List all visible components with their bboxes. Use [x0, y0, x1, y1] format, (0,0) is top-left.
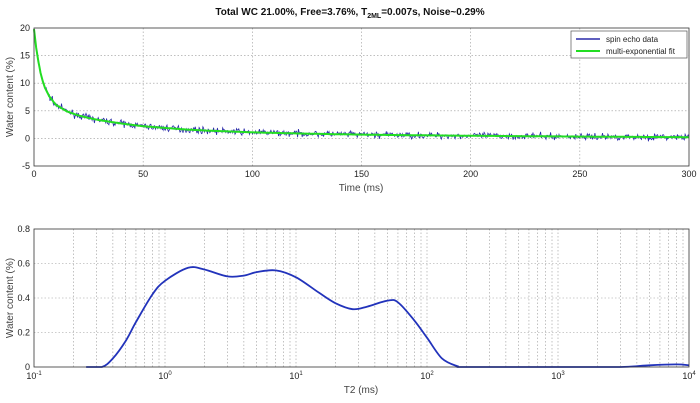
- y-tick-label: 5: [25, 106, 30, 116]
- y-tick-label: 0.8: [17, 224, 30, 234]
- x-tick-label: 103: [551, 371, 565, 381]
- chart-title: Total WC 21.00%, Free=3.76%, T2ML=0.007s…: [215, 7, 484, 20]
- y-tick-label: 0: [25, 133, 30, 143]
- x-tick-label: 0: [31, 169, 36, 179]
- y-tick-label: 0: [25, 362, 30, 372]
- x-tick-label: 100: [158, 371, 172, 381]
- y-tick-label: 20: [20, 23, 30, 33]
- x-tick-label: 250: [572, 169, 587, 179]
- legend-label-fit: multi-exponential fit: [606, 47, 676, 56]
- x-tick-label: 101: [289, 371, 303, 381]
- x-tick-label: 10-1: [26, 371, 42, 381]
- x-tick-label: 50: [138, 169, 148, 179]
- x-tick-label: 300: [681, 169, 696, 179]
- y-tick-label: 10: [20, 78, 30, 88]
- y-tick-label: 0.6: [17, 259, 30, 269]
- plot-frame: [33, 27, 690, 167]
- y-tick-label: 0.4: [17, 293, 30, 303]
- top-xlabel: Time (ms): [339, 183, 384, 194]
- x-tick-label: 150: [354, 169, 369, 179]
- y-tick-label: 0.2: [17, 328, 30, 338]
- bottom-ylabel: Water content (%): [5, 258, 16, 338]
- legend-label-data: spin echo data: [606, 35, 659, 44]
- bottom-xlabel: T2 (ms): [344, 385, 378, 396]
- y-tick-label: -5: [22, 161, 30, 171]
- x-tick-label: 102: [420, 371, 434, 381]
- x-tick-label: 100: [245, 169, 260, 179]
- x-tick-label: 104: [682, 371, 696, 381]
- top-ylabel: Water content (%): [5, 57, 16, 137]
- legend: spin echo data multi-exponential fit: [570, 30, 688, 59]
- plot-frame: [33, 228, 690, 368]
- x-tick-label: 200: [463, 169, 478, 179]
- y-tick-label: 15: [20, 51, 30, 61]
- multi-exponential-fit-line: [33, 28, 689, 139]
- t2-distribution-plot: 10-1 100 101 102 103 104 0 0.2 0.4 0.6 0.8: [17, 224, 696, 381]
